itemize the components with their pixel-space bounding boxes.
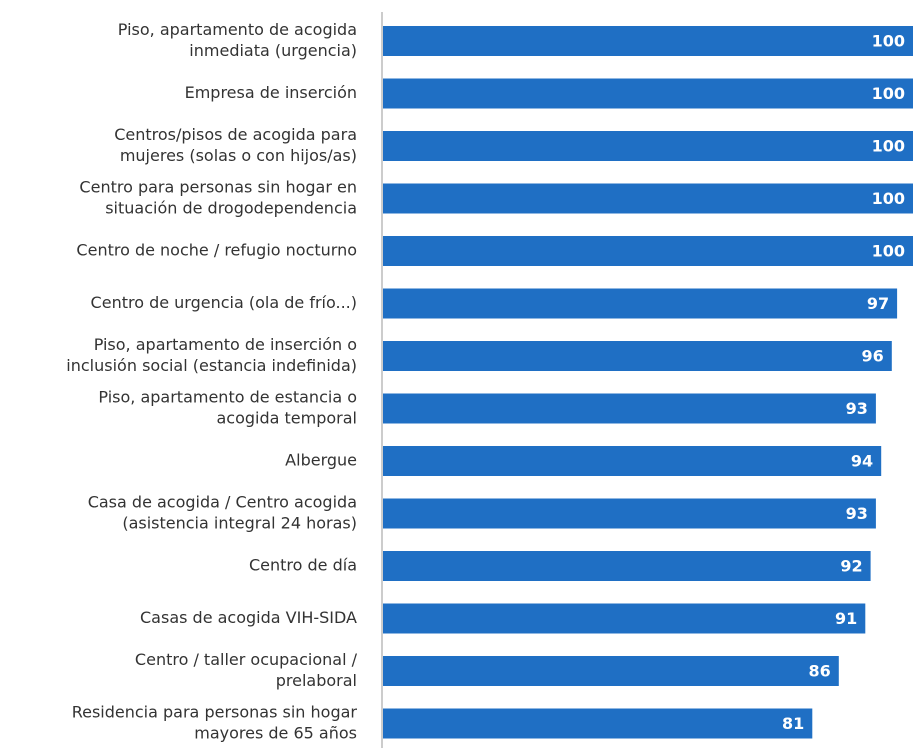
bar [383, 498, 876, 529]
category-label: Albergue [285, 451, 357, 470]
category-label: Centro para personas sin hogar en [79, 178, 357, 197]
category-label: Piso, apartamento de acogida [118, 20, 357, 39]
bar [383, 236, 913, 266]
value-label: 81 [782, 714, 804, 733]
category-label: inclusión social (estancia indefinida) [66, 356, 357, 375]
bar [383, 78, 913, 109]
category-label: situación de drogodependencia [105, 199, 357, 218]
bar [383, 288, 898, 319]
bar [383, 131, 913, 161]
category-label: mujeres (solas o con hijos/as) [120, 146, 357, 165]
value-label: 100 [872, 84, 905, 103]
category-label: prelaboral [276, 671, 357, 690]
category-label: Piso, apartamento de inserción o [94, 335, 357, 354]
bar [383, 446, 882, 476]
value-label: 100 [872, 32, 905, 51]
category-label: Centro / taller ocupacional / [135, 650, 358, 669]
value-label: 92 [840, 557, 862, 576]
value-label: 96 [862, 347, 884, 366]
bar [383, 26, 913, 56]
bar [383, 341, 892, 371]
category-label: (asistencia integral 24 horas) [122, 514, 357, 533]
value-label: 86 [809, 662, 831, 681]
value-label: 100 [872, 137, 905, 156]
category-label: Piso, apartamento de estancia o [98, 388, 357, 407]
value-label: 91 [835, 609, 857, 628]
category-label: Residencia para personas sin hogar [72, 703, 358, 722]
value-label: 100 [872, 189, 905, 208]
category-label: Empresa de inserción [185, 83, 357, 102]
category-label: mayores de 65 años [194, 724, 357, 743]
bar [383, 656, 839, 686]
category-label: Centro de urgencia (ola de frío...) [91, 293, 357, 312]
value-label: 94 [851, 452, 873, 471]
bar [383, 551, 871, 581]
value-label: 93 [846, 504, 868, 523]
bar [383, 708, 813, 739]
category-label: Centro de noche / refugio nocturno [76, 241, 357, 260]
value-label: 100 [872, 242, 905, 261]
bar [383, 393, 876, 424]
value-label: 93 [846, 399, 868, 418]
category-label: Casa de acogida / Centro acogida [88, 493, 357, 512]
bar [383, 183, 913, 214]
category-label: Casas de acogida VIH-SIDA [140, 608, 357, 627]
category-label: inmediata (urgencia) [189, 41, 357, 60]
value-label: 97 [867, 294, 889, 313]
category-label: Centros/pisos de acogida para [114, 125, 357, 144]
category-label: Centro de día [249, 556, 357, 575]
category-label: acogida temporal [216, 409, 357, 428]
bar [383, 603, 866, 634]
